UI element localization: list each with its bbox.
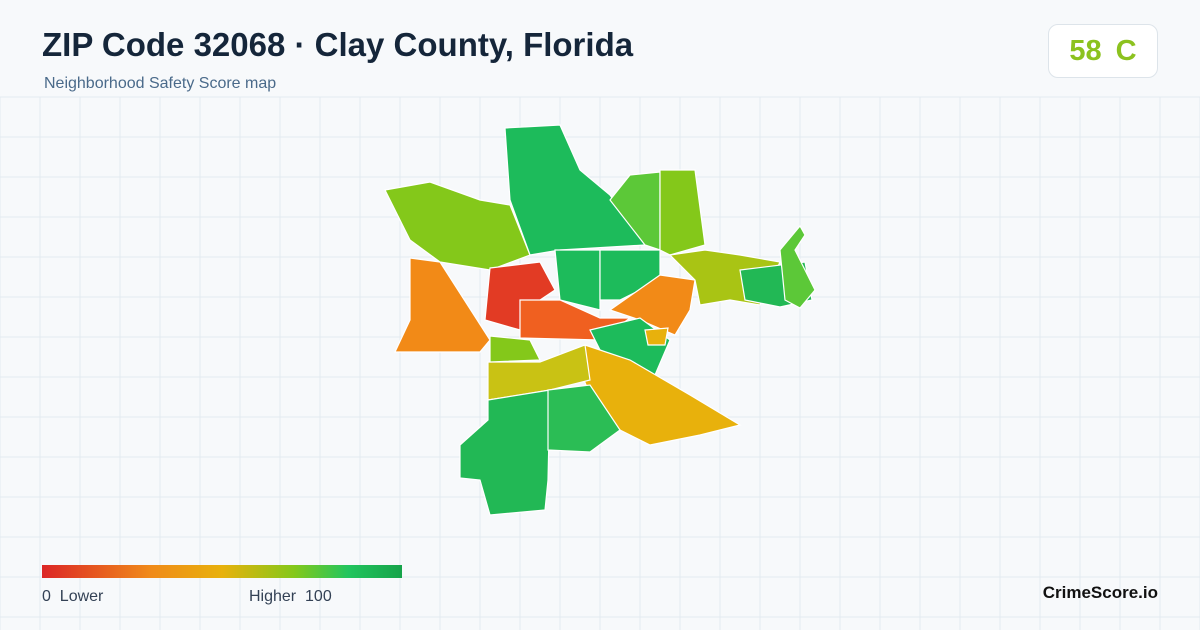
legend-min-label: Lower — [59, 588, 104, 605]
region — [547, 384, 621, 453]
region — [579, 344, 742, 446]
score: 58 — [1069, 34, 1102, 67]
legend-max-value: 100 — [305, 588, 332, 605]
legend-max: Higher 100 — [249, 588, 332, 606]
region — [459, 389, 551, 516]
region — [489, 335, 541, 363]
brand: CrimeScore.io — [1042, 583, 1158, 602]
region — [394, 257, 491, 353]
zip-regions — [384, 124, 816, 516]
legend-min: 0 Lower — [42, 588, 103, 606]
legend-min-value: 0 — [42, 588, 51, 605]
region — [659, 169, 706, 256]
grade: C — [1115, 34, 1137, 67]
region — [644, 327, 669, 346]
subtitle: Neighborhood Safety Score map — [44, 75, 277, 92]
legend-gradient — [42, 565, 402, 578]
title: ZIP Code 32068 · Clay County, Florida — [42, 26, 634, 63]
legend-max-label: Higher — [249, 588, 297, 605]
region — [554, 249, 601, 311]
region — [779, 224, 816, 309]
score-badge: 58 C — [1048, 24, 1158, 78]
